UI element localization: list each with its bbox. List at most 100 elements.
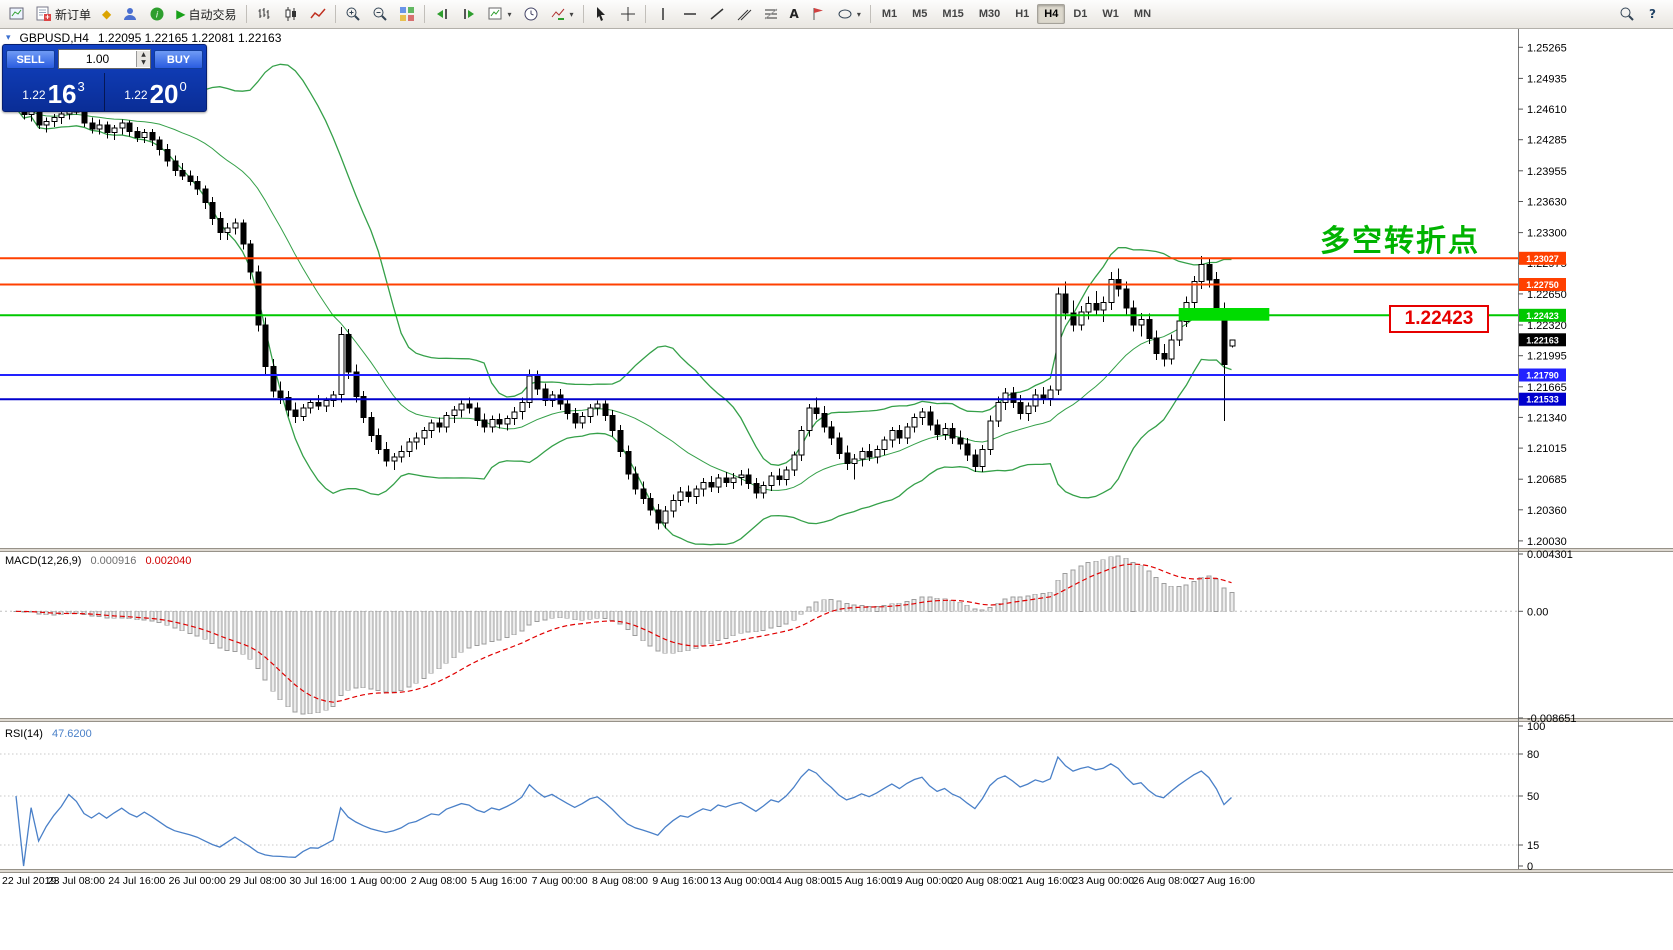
help-icon: ?: [1649, 7, 1656, 21]
timeframe-h1[interactable]: H1: [1015, 8, 1030, 20]
volume-field[interactable]: 1.00 ▲ ▼: [58, 49, 151, 69]
svg-text:1.23955: 1.23955: [1527, 166, 1567, 178]
volume-decrease-button[interactable]: ▼: [137, 59, 150, 67]
one-click-collapse-icon[interactable]: ▾: [6, 33, 11, 43]
buy-price[interactable]: 1.22 20 0: [105, 73, 206, 111]
price-level-label[interactable]: 1.22423: [1389, 305, 1489, 333]
candlestick-chart-button[interactable]: [278, 2, 304, 26]
zoom-out-icon: [372, 6, 388, 22]
highlight-rectangle[interactable]: [1178, 308, 1270, 321]
tile-windows-icon: [399, 6, 415, 22]
data-window-button[interactable]: [117, 2, 143, 26]
indicators-button[interactable]: ▾: [545, 2, 579, 26]
svg-text:1.21665: 1.21665: [1527, 382, 1567, 394]
help-button[interactable]: ?: [1644, 2, 1661, 26]
svg-text:1.25265: 1.25265: [1527, 42, 1567, 54]
zoom-in-icon: [345, 6, 361, 22]
bar-chart-icon: [256, 6, 272, 22]
timeframe-d1[interactable]: D1: [1073, 8, 1088, 20]
autotrading-label: 自动交易: [188, 7, 237, 22]
tile-windows-button[interactable]: [394, 2, 420, 26]
sell-price[interactable]: 1.22 16 3: [3, 73, 104, 111]
bar-chart-button[interactable]: [251, 2, 277, 26]
fibonacci-tool-button[interactable]: [758, 2, 784, 26]
svg-text:1.22163: 1.22163: [1526, 335, 1559, 345]
volume-increase-button[interactable]: ▲: [137, 51, 150, 59]
text-icon: A: [789, 7, 799, 21]
trade-panel-controls: SELL 1.00 ▲ ▼ BUY: [3, 45, 206, 73]
market-watch-icon: ◆: [102, 7, 112, 21]
timeframe-m1[interactable]: M1: [881, 8, 898, 20]
time-label: 2 Aug 08:00: [411, 875, 467, 887]
line-chart-button[interactable]: [305, 2, 331, 26]
toolbar-separator: [869, 5, 871, 23]
chart-symbol-line: ▾ GBPUSD,H4 1.22095 1.22165 1.22081 1.22…: [6, 31, 281, 45]
toolbar-separator: [582, 5, 584, 23]
shapes-tool-button[interactable]: ▾: [832, 2, 866, 26]
macd-signal-value: 0.002040: [145, 555, 192, 567]
candlestick-chart-icon: [283, 6, 299, 22]
market-watch-button[interactable]: ◆: [97, 2, 116, 26]
turning-point-annotation[interactable]: 多空转折点: [1320, 225, 1480, 258]
zoom-out-button[interactable]: [367, 2, 393, 26]
rsi-value: 47.6200: [51, 728, 92, 740]
new-chart-button[interactable]: ▾: [483, 2, 517, 26]
svg-text:0.004301: 0.004301: [1527, 549, 1573, 561]
rsi-line: [15, 755, 1232, 867]
timeframe-m30[interactable]: M30: [978, 8, 1001, 20]
crosshair-icon: [620, 6, 636, 22]
auto-scroll-button[interactable]: [429, 2, 455, 26]
svg-text:15: 15: [1527, 840, 1539, 852]
svg-text:1.20360: 1.20360: [1527, 505, 1567, 517]
timeframe-m5[interactable]: M5: [912, 8, 928, 20]
zoom-in-button[interactable]: [340, 2, 366, 26]
shapes-icon: [837, 6, 853, 22]
buy-button[interactable]: BUY: [154, 49, 203, 69]
time-label: 21 Aug 16:00: [1012, 875, 1074, 887]
macd-main-value: 0.000916: [90, 555, 137, 567]
sell-button[interactable]: SELL: [6, 49, 55, 69]
timeframe-w1[interactable]: W1: [1102, 8, 1119, 20]
search-button[interactable]: [1614, 2, 1640, 26]
horizontal-level-line[interactable]: 1.21533: [0, 392, 1566, 406]
new-order-button[interactable]: + 新订单: [31, 2, 96, 26]
indicators-icon: [550, 6, 566, 22]
autotrading-button[interactable]: ▶ 自动交易: [171, 2, 241, 26]
vertical-line-tool-button[interactable]: [650, 2, 676, 26]
period-clock-button[interactable]: [518, 2, 544, 26]
chart-shift-icon: [461, 6, 477, 22]
channel-icon: [736, 6, 752, 22]
svg-text:1.23300: 1.23300: [1527, 228, 1567, 240]
cursor-button[interactable]: [588, 2, 614, 26]
one-click-trading-panel: SELL 1.00 ▲ ▼ BUY 1.22 16 3 1.22 20 0: [2, 44, 207, 112]
line-chart-icon: [309, 6, 326, 22]
chart-shift-button[interactable]: [456, 2, 482, 26]
macd-label: MACD(12,26,9): [5, 555, 82, 567]
svg-text:1.22650: 1.22650: [1527, 289, 1567, 301]
volume-value[interactable]: 1.00: [85, 52, 110, 66]
timeframe-m15[interactable]: M15: [942, 8, 964, 20]
timeframe-mn[interactable]: MN: [1133, 8, 1152, 20]
channel-tool-button[interactable]: [731, 2, 757, 26]
arrow-label-tool-button[interactable]: [805, 2, 831, 26]
trendline-tool-button[interactable]: [704, 2, 730, 26]
time-label: 5 Aug 16:00: [471, 875, 527, 887]
horizontal-line-tool-button[interactable]: [677, 2, 703, 26]
navigator-button[interactable]: i: [144, 2, 170, 26]
chart-window-button[interactable]: [4, 2, 30, 26]
timeframe-h4[interactable]: H4: [1037, 4, 1066, 24]
crosshair-button[interactable]: [615, 2, 641, 26]
horizontal-level-line[interactable]: 1.22750: [0, 278, 1566, 291]
chevron-down-icon: ▾: [569, 9, 574, 19]
rsi-label: RSI(14): [5, 728, 43, 740]
toolbar: + 新订单 ◆ i ▶ 自动交易 ▾ ▾ A ▾: [0, 0, 1673, 29]
trade-panel-prices: 1.22 16 3 1.22 20 0: [3, 73, 206, 111]
buy-price-pips: 20: [149, 79, 179, 109]
svg-text:i: i: [156, 10, 159, 20]
horizontal-level-line[interactable]: 1.21790: [0, 368, 1566, 382]
text-tool-button[interactable]: A: [785, 2, 804, 26]
current-price-tag: 1.22163: [1519, 333, 1566, 347]
sell-price-point: 3: [77, 79, 85, 94]
horizontal-level-line[interactable]: 1.23027: [0, 251, 1566, 265]
